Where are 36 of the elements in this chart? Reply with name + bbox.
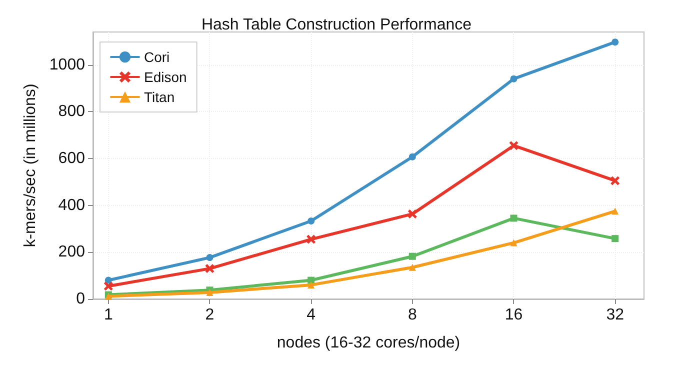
point	[104, 282, 113, 291]
point	[610, 176, 620, 186]
point	[408, 153, 416, 160]
point	[306, 234, 316, 244]
x-tick-label: 2	[205, 306, 214, 324]
point	[205, 264, 214, 274]
point	[510, 214, 518, 222]
y-tick-label: 200	[58, 244, 86, 261]
point	[308, 218, 315, 225]
chart-title: Hash Table Construction Performance	[201, 16, 472, 34]
point	[612, 235, 619, 242]
legend-label: Titan	[144, 89, 175, 105]
point	[612, 208, 619, 215]
legend-label: Edison	[144, 69, 187, 85]
x-axis-title: nodes (16-32 cores/node)	[276, 334, 460, 352]
y-tick-label: 0	[76, 290, 86, 308]
x-tick-label: 4	[306, 306, 316, 324]
point	[408, 209, 417, 218]
y-tick-label: 400	[58, 196, 86, 214]
point	[510, 75, 518, 82]
x-tick-label: 32	[606, 306, 624, 324]
x-tick-label: 16	[504, 306, 523, 324]
y-tick-label: 600	[58, 150, 86, 167]
point	[408, 252, 416, 260]
legend-label: Cori	[144, 49, 170, 65]
y-axis-title: k-mers/sec (in millions)	[22, 84, 40, 248]
x-tick-label: 8	[408, 306, 417, 324]
point	[408, 264, 416, 271]
y-tick-label: 1000	[49, 56, 86, 74]
point	[308, 281, 315, 288]
x-tick-label: 1	[104, 306, 113, 324]
point	[509, 141, 518, 150]
point	[510, 239, 518, 246]
point	[612, 38, 619, 46]
y-tick-label: 800	[58, 103, 86, 120]
point	[206, 254, 214, 262]
